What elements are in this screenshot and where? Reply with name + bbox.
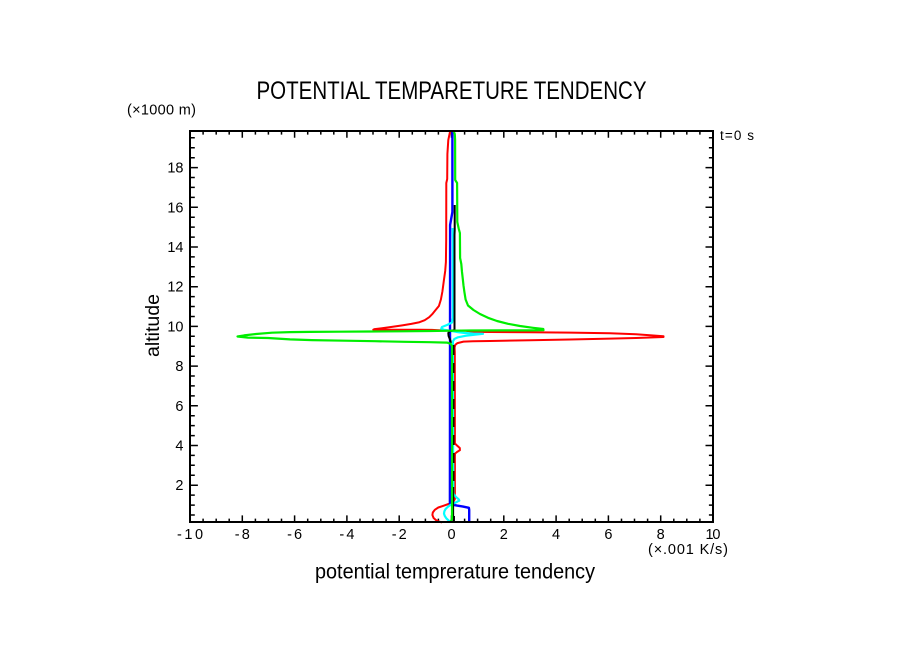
svg-text:16: 16 [167, 200, 183, 216]
svg-text:0: 0 [447, 527, 455, 543]
svg-text:2: 2 [175, 478, 183, 494]
svg-text:POTENTIAL TEMPARETURE TENDENCY: POTENTIAL TEMPARETURE TENDENCY [257, 77, 647, 105]
svg-text:4: 4 [552, 527, 560, 543]
svg-text:-10: -10 [177, 527, 203, 543]
svg-text:18: 18 [167, 161, 183, 177]
svg-text:8: 8 [175, 359, 183, 375]
svg-text:t=0 s: t=0 s [720, 128, 754, 143]
svg-text:10: 10 [167, 319, 183, 335]
svg-text:6: 6 [175, 399, 183, 415]
svg-text:(×.001 K/s): (×.001 K/s) [648, 542, 728, 558]
svg-text:altitude: altitude [143, 294, 164, 357]
svg-text:4: 4 [175, 439, 183, 455]
svg-text:8: 8 [657, 527, 665, 543]
svg-text:14: 14 [167, 240, 183, 256]
svg-text:-4: -4 [339, 527, 354, 543]
svg-text:12: 12 [167, 280, 183, 296]
svg-text:2: 2 [500, 527, 508, 543]
svg-text:-6: -6 [287, 527, 302, 543]
svg-text:6: 6 [604, 527, 612, 543]
svg-text:-2: -2 [392, 527, 407, 543]
svg-text:potential temprerature tendenc: potential temprerature tendency [315, 561, 595, 584]
svg-text:-8: -8 [235, 527, 250, 543]
svg-text:(×1000 m): (×1000 m) [127, 103, 196, 119]
svg-text:10: 10 [706, 527, 721, 543]
